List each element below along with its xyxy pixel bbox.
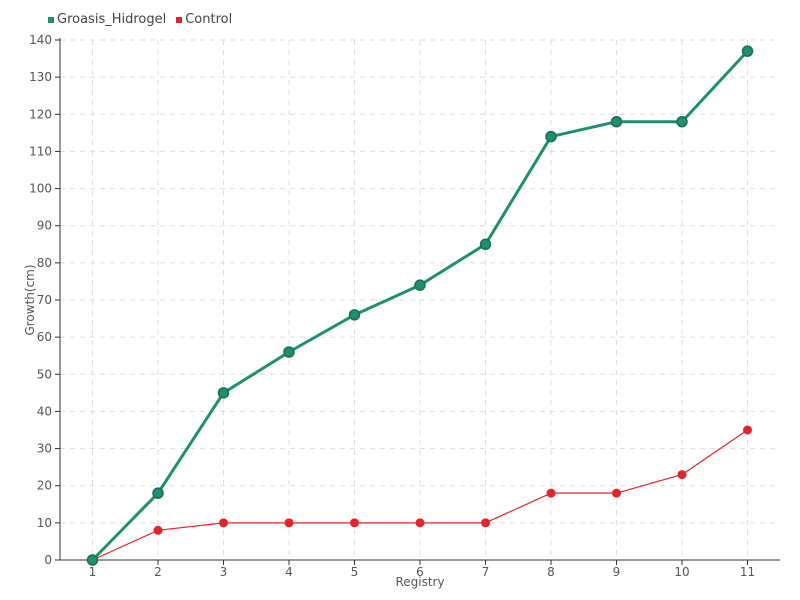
y-tick-label: 0: [44, 553, 52, 567]
data-point-control: [743, 425, 752, 435]
data-point-control: [546, 488, 556, 498]
y-axis-title: Growth(cm): [23, 264, 37, 335]
x-tick-label: 11: [740, 565, 755, 579]
legend-label-groasis: Groasis_Hidrogel: [57, 12, 167, 27]
x-tick-label: 8: [547, 565, 555, 579]
data-point-control: [153, 525, 163, 535]
data-point-groasis: [741, 45, 754, 57]
y-tick-label: 90: [37, 219, 52, 233]
x-tick-label: 5: [351, 565, 359, 579]
y-tick-label: 40: [37, 404, 52, 418]
legend-swatch-control: [176, 16, 183, 23]
legend-label-control: Control: [185, 12, 233, 27]
y-tick-label: 20: [37, 479, 52, 493]
data-point-groasis: [283, 346, 295, 358]
data-point-groasis: [545, 130, 557, 143]
data-point-groasis: [414, 279, 426, 291]
data-point-control: [219, 518, 228, 528]
data-point-groasis: [610, 115, 623, 128]
data-point-groasis: [217, 387, 230, 399]
y-tick-label: 60: [37, 330, 52, 344]
y-tick-label: 130: [29, 70, 52, 84]
x-tick-label: 3: [220, 565, 228, 579]
legend-item-groasis[interactable]: Groasis_Hidrogel: [48, 12, 166, 27]
x-tick-label: 4: [285, 565, 293, 579]
x-tick-label: 9: [613, 565, 621, 579]
y-tick-label: 10: [37, 516, 52, 530]
y-tick-label: 110: [29, 144, 52, 158]
y-tick-label: 140: [29, 33, 52, 47]
data-point-groasis: [479, 238, 492, 251]
legend-item-control[interactable]: Control: [176, 12, 232, 27]
y-tick-label: 100: [29, 182, 52, 196]
data-point-control: [481, 518, 490, 528]
y-tick-label: 80: [37, 256, 52, 270]
y-tick-label: 30: [37, 442, 52, 456]
x-tick-label: 10: [674, 565, 689, 579]
grid: [60, 39, 780, 560]
data-point-control: [415, 518, 425, 528]
legend: Groasis_Hidrogel Control: [48, 12, 232, 27]
data-point-groasis: [676, 115, 688, 128]
data-point-groasis: [86, 554, 99, 566]
data-point-control: [284, 518, 294, 528]
y-tick-label: 120: [29, 107, 52, 121]
data-point-groasis: [152, 487, 164, 499]
x-tick-label: 7: [482, 565, 490, 579]
x-tick-label: 6: [416, 565, 424, 579]
y-tick-label: 50: [37, 367, 52, 381]
x-axis-title: Registry: [395, 575, 444, 589]
y-axis-ticks: 0 10 20 30 40 50 60 70 80 90 100 110 120 130 140: [29, 33, 60, 567]
data-point-groasis: [348, 309, 361, 321]
data-point-control: [350, 518, 359, 528]
series-layer: [86, 45, 754, 566]
x-tick-label: 2: [154, 565, 162, 579]
data-point-control: [677, 470, 687, 480]
y-tick-label: 70: [37, 293, 52, 307]
x-tick-label: 1: [89, 565, 97, 579]
x-axis-ticks: 1 2 3 4 5 6 7 8 9 10 11: [89, 560, 755, 579]
legend-swatch-groasis: [48, 16, 54, 23]
data-point-control: [612, 488, 621, 498]
